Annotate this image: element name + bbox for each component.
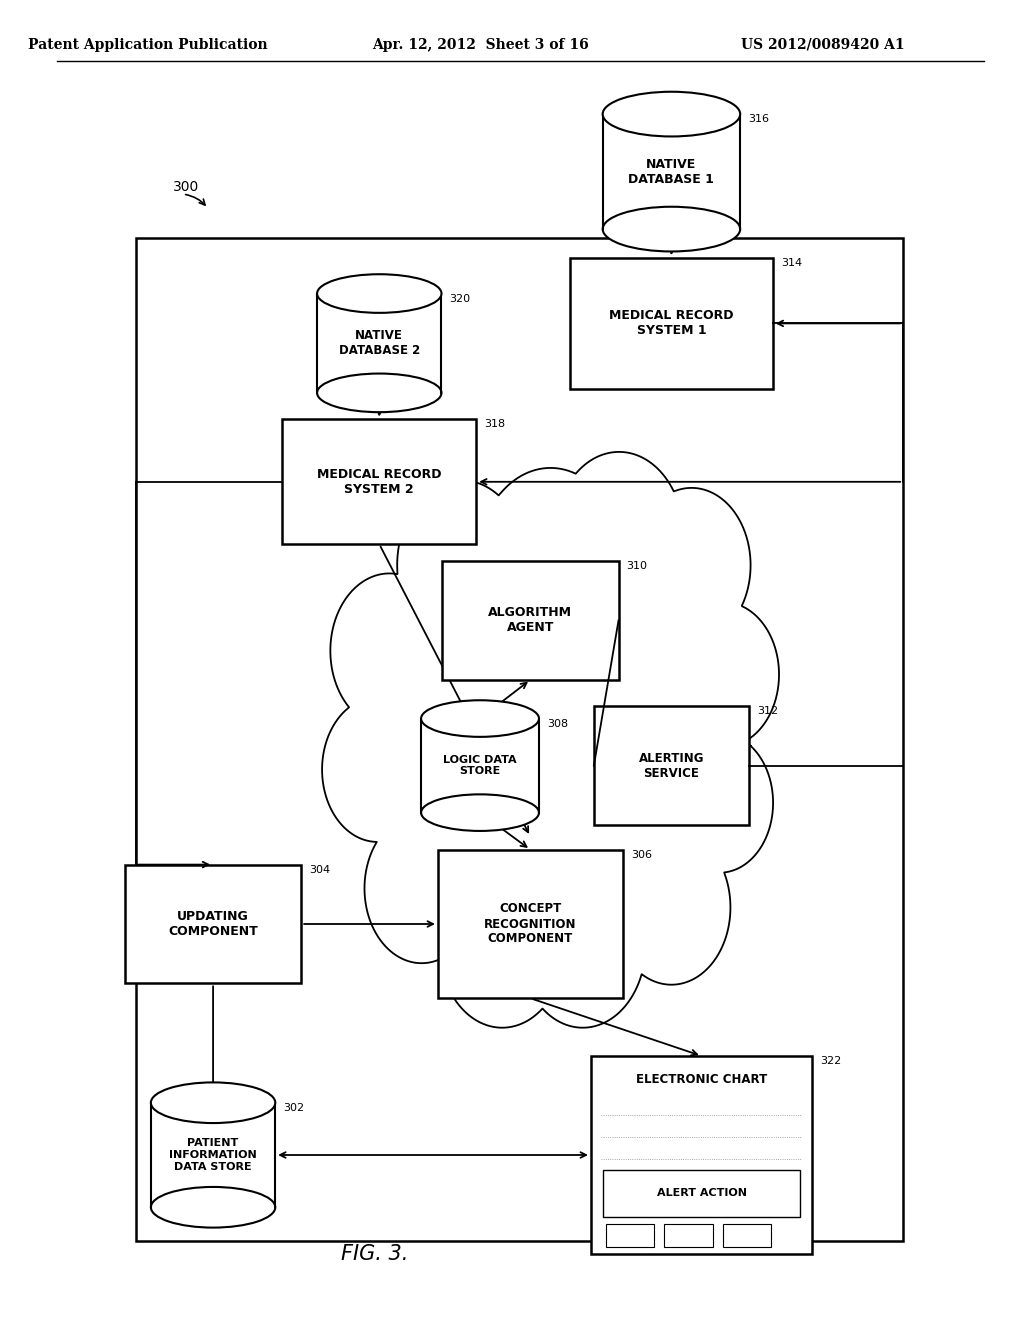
- Text: 304: 304: [309, 865, 331, 875]
- Circle shape: [365, 813, 478, 964]
- Text: CONCEPT
RECOGNITION
COMPONENT: CONCEPT RECOGNITION COMPONENT: [484, 903, 577, 945]
- Text: ALGORITHM
AGENT: ALGORITHM AGENT: [488, 606, 572, 635]
- Bar: [606, 1224, 654, 1247]
- Text: NATIVE
DATABASE 2: NATIVE DATABASE 2: [339, 329, 420, 358]
- Text: NATIVE
DATABASE 1: NATIVE DATABASE 1: [629, 157, 715, 186]
- Ellipse shape: [317, 374, 441, 412]
- Bar: [283, 420, 476, 544]
- Bar: [442, 561, 618, 680]
- Bar: [723, 1224, 771, 1247]
- Bar: [438, 850, 623, 998]
- Text: 312: 312: [757, 706, 778, 717]
- Circle shape: [669, 602, 779, 747]
- Text: Apr. 12, 2012  Sheet 3 of 16: Apr. 12, 2012 Sheet 3 of 16: [372, 38, 589, 51]
- Bar: [665, 1224, 713, 1247]
- Ellipse shape: [151, 1187, 275, 1228]
- Circle shape: [331, 573, 449, 729]
- Bar: [125, 865, 301, 983]
- Bar: [570, 259, 773, 388]
- Bar: [594, 706, 749, 825]
- Circle shape: [439, 863, 565, 1028]
- Bar: [151, 1102, 275, 1208]
- Text: MEDICAL RECORD
SYSTEM 1: MEDICAL RECORD SYSTEM 1: [609, 309, 733, 338]
- Ellipse shape: [603, 92, 740, 136]
- Text: 322: 322: [820, 1056, 842, 1067]
- Ellipse shape: [151, 1082, 275, 1123]
- Bar: [317, 293, 441, 393]
- Circle shape: [667, 733, 773, 873]
- Text: Patent Application Publication: Patent Application Publication: [28, 38, 267, 51]
- Text: 320: 320: [450, 293, 471, 304]
- Text: LOGIC DATA
STORE: LOGIC DATA STORE: [443, 755, 517, 776]
- Text: 300: 300: [173, 181, 199, 194]
- Circle shape: [476, 467, 625, 663]
- Text: PATIENT
INFORMATION
DATA STORE: PATIENT INFORMATION DATA STORE: [169, 1138, 257, 1172]
- Ellipse shape: [421, 795, 539, 832]
- Text: 306: 306: [631, 850, 652, 859]
- Text: MEDICAL RECORD
SYSTEM 2: MEDICAL RECORD SYSTEM 2: [317, 467, 441, 496]
- Bar: [603, 114, 740, 230]
- Text: FIG. 3.: FIG. 3.: [341, 1243, 408, 1265]
- Text: 308: 308: [547, 718, 568, 729]
- Text: ALERT ACTION: ALERT ACTION: [656, 1188, 746, 1199]
- Bar: [591, 1056, 812, 1254]
- Text: UPDATING
COMPONENT: UPDATING COMPONENT: [168, 909, 258, 939]
- Text: US 2012/0089420 A1: US 2012/0089420 A1: [740, 38, 904, 51]
- Bar: [603, 1170, 801, 1217]
- Circle shape: [612, 830, 730, 985]
- Bar: [421, 718, 539, 813]
- Text: ALERTING
SERVICE: ALERTING SERVICE: [639, 751, 705, 780]
- Circle shape: [520, 863, 645, 1028]
- Text: 302: 302: [284, 1102, 304, 1113]
- Text: 316: 316: [749, 114, 769, 124]
- Circle shape: [323, 697, 432, 842]
- Bar: [135, 238, 903, 1241]
- Ellipse shape: [421, 700, 539, 737]
- Text: 314: 314: [781, 259, 802, 268]
- Ellipse shape: [603, 207, 740, 251]
- Text: ELECTRONIC CHART: ELECTRONIC CHART: [636, 1073, 767, 1086]
- Text: 310: 310: [627, 561, 647, 572]
- Text: 318: 318: [484, 420, 506, 429]
- Circle shape: [633, 488, 751, 643]
- Circle shape: [397, 480, 526, 649]
- Ellipse shape: [317, 275, 441, 313]
- Circle shape: [554, 451, 684, 622]
